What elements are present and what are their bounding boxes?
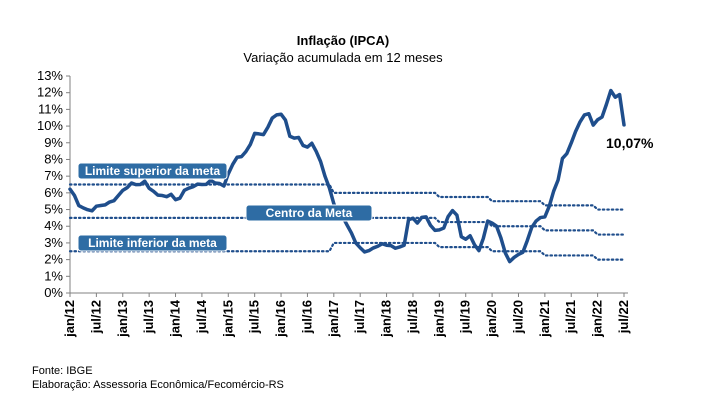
y-tick-label: 4% [44,218,63,233]
y-tick-label: 1% [44,268,63,283]
reference-labels: Limite superior da meta Centro da Meta Lim… [77,162,373,252]
x-tick-label: jan/21 [537,300,552,338]
x-tick-label: jul/15 [247,300,262,334]
x-tick-label: jul/18 [405,300,420,334]
lower-limit-label-text: Limite inferior da meta [88,236,217,250]
y-tick-label: 3% [44,235,63,250]
ipca-series [68,88,626,264]
lower-limit-label: Limite inferior da meta [77,234,228,252]
chart-subtitle: Variação acumulada em 12 meses [243,50,443,65]
x-tick-label: jul/16 [299,300,314,334]
x-tick-label: jul/21 [563,300,578,334]
x-tick-label: jan/20 [484,300,499,338]
x-tick-label: jul/13 [141,300,156,334]
x-tick-label: jan/14 [168,299,183,338]
y-tick-label: 12% [37,85,63,100]
x-tick-label: jan/15 [220,300,235,338]
x-tick-label: jan/17 [326,300,341,338]
target-center-label-text: Centro da Meta [266,206,353,220]
x-tick-label: jan/13 [115,300,130,338]
ipca-line [68,88,626,264]
y-tick-label: 9% [44,135,63,150]
y-tick-label: 5% [44,202,63,217]
upper-limit-line [68,183,626,211]
upper-limit-label-box [77,162,228,180]
x-tick-label: jan/19 [431,300,446,338]
x-tick-label: jan/22 [590,300,605,338]
target-center-label-box [245,204,373,222]
x-tick-label: jan/18 [379,300,394,338]
x-tick-label: jul/20 [510,300,525,334]
y-tick-label: 7% [44,168,63,183]
x-tick-label: jan/16 [273,300,288,338]
x-tick-label: jul/22 [616,300,631,334]
x-tick-label: jan/12 [62,300,77,338]
axes: 0% 1%2% 3% 4%5% 6% 7% 8%9% 10% 11%12% 13% jan/12 ju… [37,68,631,338]
upper-limit-label-text: Limite superior da meta [85,164,221,178]
chart-title: Inflação (IPCA) [297,33,389,48]
y-tick-label: 13% [37,68,63,83]
target-center-label: Centro da Meta [245,204,373,222]
y-tick-label: 0% [44,285,63,300]
y-tick-label: 8% [44,151,63,166]
x-tick-label: jul/17 [352,300,367,334]
upper-limit-label: Limite superior da meta [77,162,228,180]
x-tick-label: jul/12 [88,300,103,334]
footer-credit: Elaboração: Assessoria Econômica/Fecomér… [32,379,284,391]
y-tick-label: 6% [44,185,63,200]
x-tick-label: jul/19 [458,300,473,334]
y-tick-label: 10% [37,118,63,133]
y-tick-label: 2% [44,252,63,267]
last-value-label: 10,07% [606,135,654,151]
footer-source: Fonte: IBGE [32,365,93,377]
lower-limit-label-box [77,234,228,252]
x-tick-label: jul/14 [194,299,209,334]
y-tick-label: 11% [38,101,63,116]
